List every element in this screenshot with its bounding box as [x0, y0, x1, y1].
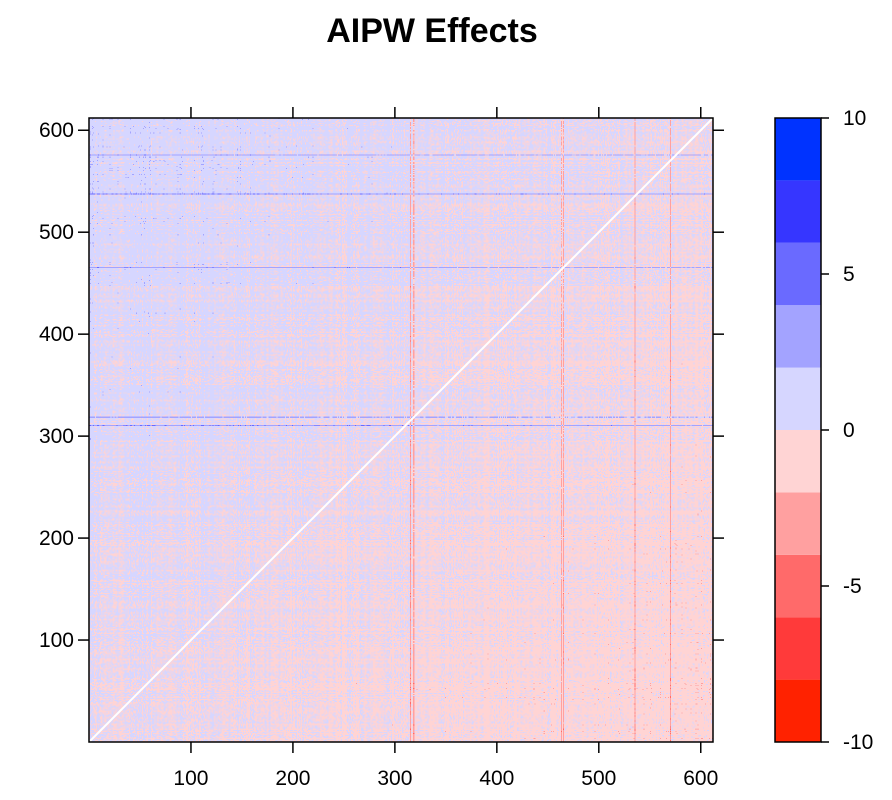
- y-tick-label: 300: [39, 425, 74, 448]
- color-key: -10 -5 0 5 10: [774, 107, 873, 754]
- color-key-label: -5: [843, 575, 862, 598]
- y-tick-label: 200: [39, 527, 74, 550]
- y-tick-label: 400: [39, 323, 74, 346]
- x-tick-label: 200: [275, 767, 310, 790]
- y-tick-label: 500: [39, 221, 74, 244]
- color-key-swatch: [775, 180, 821, 243]
- x-tick-label: 400: [479, 767, 514, 790]
- color-key-swatch: [775, 554, 821, 618]
- x-tick-label: 300: [377, 767, 412, 790]
- color-key-label: -10: [843, 731, 873, 754]
- color-key-swatch: [775, 305, 821, 368]
- color-key-swatch: [775, 679, 821, 742]
- plot-frame: [88, 117, 714, 743]
- heatmap-panel: [88, 117, 714, 743]
- color-key-swatch: [775, 430, 821, 493]
- chart-title: AIPW Effects: [326, 12, 538, 50]
- x-tick-label: 500: [581, 767, 616, 790]
- color-key-swatch: [775, 118, 821, 181]
- x-tick-label: 600: [683, 767, 718, 790]
- diagonal-line: [88, 117, 714, 743]
- color-key-swatch: [775, 492, 821, 555]
- color-key-label: 5: [843, 263, 855, 286]
- color-key-swatch: [775, 617, 821, 680]
- color-key-swatch: [775, 242, 821, 306]
- y-tick-label: 100: [39, 629, 74, 652]
- color-key-swatch: [775, 367, 821, 430]
- color-key-label: 10: [843, 107, 866, 130]
- x-tick-label: 100: [173, 767, 208, 790]
- color-key-label: 0: [843, 419, 855, 442]
- axes: 100 200 300 400 500 600 100 200 300 400 500 600: [39, 107, 724, 790]
- y-tick-label: 600: [39, 119, 74, 142]
